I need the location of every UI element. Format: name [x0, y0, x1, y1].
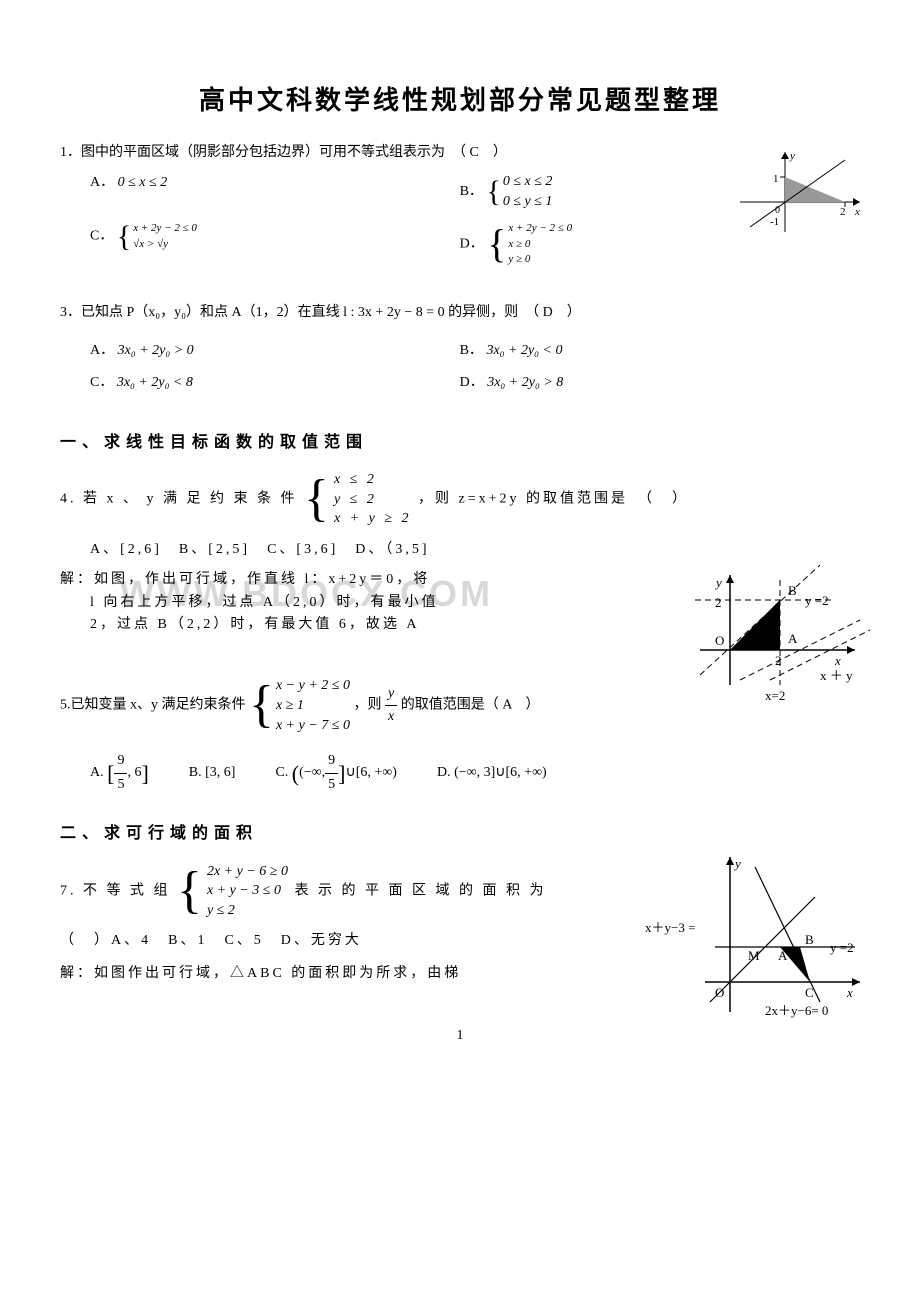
q1-optA-label: A．	[90, 175, 114, 190]
q5-optA-den: 5	[114, 774, 127, 796]
q5-optA-label: A.	[90, 765, 104, 780]
fig1-y: y	[789, 150, 795, 162]
q3-opt-b: B． 3x₀ + 2y₀ < 0	[460, 340, 830, 362]
fig1-tick1: 1	[773, 173, 779, 185]
section-2-header: 二、求可行域的面积	[60, 821, 860, 847]
q7-figure: y x O M A B C x＋y−3 = y =2 2x＋y−6= 0	[645, 852, 875, 1022]
q3-optC-math: 3x₀ + 2y₀ < 8	[117, 375, 193, 390]
fig1-tick2: 2	[840, 206, 846, 218]
q3-optB-math: 3x₀ + 2y₀ < 0	[486, 343, 562, 358]
fig1-tickneg1: -1	[770, 216, 779, 228]
q5-optC-rest: ∪[6, +∞)	[346, 762, 397, 784]
fig7-2xy6: 2x＋y−6= 0	[765, 1003, 828, 1018]
q5-frac-num: y	[385, 683, 397, 706]
q1-optB-math2: 0 ≤ y ≤ 1	[503, 192, 553, 212]
section-1-header: 一、求线性目标函数的取值范围	[60, 430, 860, 456]
q3-opt-a: A． 3x₀ + 2y₀ > 0	[90, 340, 460, 362]
q1-optB-label: B．	[460, 184, 483, 199]
fig7-O: O	[715, 985, 724, 1000]
q5-optC-pre: (−∞,	[299, 762, 325, 784]
q4-text-post: ，则 z=x+2y 的取值范围是 （ ）	[418, 492, 689, 507]
q1-optC-math1: x + 2y − 2 ≤ 0	[133, 221, 197, 236]
q4-cond2: y ≤ 2	[334, 490, 412, 510]
question-4: WWW.BDOCX.COM 4. 若 x 、 y 满 足 约 束 条 件 { x…	[60, 470, 860, 636]
q1-optD-math3: y ≥ 0	[508, 252, 572, 267]
q4-sol3: 2，过点 B（2,2）时，有最大值 6，故选 A	[90, 614, 860, 636]
q7-text-post: 表 示 的 平 面 区 域 的 面 积 为	[294, 883, 546, 898]
q3-optD-label: D．	[460, 375, 484, 390]
q5-frac-den: x	[385, 706, 397, 728]
q5-text-mid: ，则	[353, 698, 381, 713]
q3-optB-label: B．	[460, 343, 483, 358]
q1-opt-a: A． 0 ≤ x ≤ 2	[90, 172, 460, 211]
question-3: 3．已知点 P（x₀，y₀）和点 A（1，2）在直线 l : 3x + 2y −…	[60, 302, 860, 404]
q5-cond3: x + y − 7 ≤ 0	[276, 716, 350, 736]
q3-text: 3．已知点 P（x₀，y₀）和点 A（1，2）在直线 l : 3x + 2y −…	[60, 302, 860, 324]
q4-sol1: 解：如图，作出可行域，作直线 l：x+2y＝0，将	[60, 569, 860, 591]
fig7-xy3: x＋y−3 =	[645, 920, 695, 935]
q5-cond2: x ≥ 1	[276, 696, 350, 716]
q5-optA-num: 9	[114, 750, 127, 773]
fig7-x: x	[846, 985, 853, 1000]
q1-figure: y x 1 2 -1 0	[730, 147, 870, 242]
q5-optA-rest: , 6	[127, 762, 141, 784]
q5-text-post: 的取值范围是（ A ）	[401, 698, 540, 713]
q7-cond1: 2x + y − 6 ≥ 0	[207, 862, 288, 882]
fig1-origin: 0	[775, 205, 780, 216]
doc-title: 高中文科数学线性规划部分常见题型整理	[60, 80, 860, 122]
question-1: 1．图中的平面区域（阴影部分包括边界）可用不等式组表示为 （ C ） A． 0 …	[60, 142, 860, 278]
q3-opt-c: C． 3x₀ + 2y₀ < 8	[90, 372, 460, 394]
q3-optC-label: C．	[90, 375, 113, 390]
q4-text: 4. 若 x 、 y 满 足 约 束 条 件 { x ≤ 2 y ≤ 2 x +…	[60, 470, 860, 529]
q1-optD-math1: x + 2y − 2 ≤ 0	[508, 221, 572, 236]
fig7-y: y	[733, 856, 741, 871]
q5-optC-num: 9	[325, 750, 338, 773]
fig7-M: M	[748, 948, 760, 963]
q1-optD-math2: x ≥ 0	[508, 237, 572, 252]
q1-optA-math: 0 ≤ x ≤ 2	[118, 175, 168, 190]
fig7-A: A	[778, 948, 788, 963]
q7-cond3: y ≤ 2	[207, 901, 288, 921]
q5-text-pre: 5.已知变量 x、y 满足约束条件	[60, 698, 246, 713]
q5-optC-label: C.	[275, 765, 288, 780]
q5-opt-b: B. [3, 6]	[189, 762, 236, 784]
fig4-tick2b: 2	[775, 653, 782, 668]
q1-optC-math2: √x > √y	[133, 237, 197, 252]
question-5: 5.已知变量 x、y 满足约束条件 { x − y + 2 ≤ 0 x ≥ 1 …	[60, 676, 860, 796]
q3-optA-math: 3x₀ + 2y₀ > 0	[118, 343, 194, 358]
q4-cond3: x + y ≥ 2	[334, 509, 412, 529]
q5-opt-a: A. [ 9 5 , 6]	[90, 750, 149, 796]
q1-optB-math1: 0 ≤ x ≤ 2	[503, 172, 553, 192]
question-7: 7. 不 等 式 组 { 2x + y − 6 ≥ 0 x + y − 3 ≤ …	[60, 862, 860, 986]
q5-cond1: x − y + 2 ≤ 0	[276, 676, 350, 696]
q3-text-content: 3．已知点 P（x₀，y₀）和点 A（1，2）在直线 l : 3x + 2y −…	[60, 305, 581, 320]
q5-optC-den: 5	[325, 774, 338, 796]
q1-optC-label: C．	[90, 229, 113, 244]
page-number: 1	[60, 1025, 860, 1047]
fig7-C: C	[805, 985, 814, 1000]
q4-cond1: x ≤ 2	[334, 470, 412, 490]
fig7-B: B	[805, 932, 814, 947]
q3-opt-d: D． 3x₀ + 2y₀ > 8	[460, 372, 830, 394]
q7-text-pre: 7. 不 等 式 组	[60, 883, 171, 898]
q1-opt-c: C． { x + 2y − 2 ≤ 0 √x > √y	[90, 221, 460, 267]
q5-text: 5.已知变量 x、y 满足约束条件 { x − y + 2 ≤ 0 x ≥ 1 …	[60, 676, 860, 735]
q5-opt-c: C. ((−∞, 9 5 ]∪[6, +∞)	[275, 750, 397, 796]
q4-sol2: l 向右上方平移，过点 A（2,0）时，有最小值	[90, 592, 860, 614]
fig4-x: x	[834, 653, 841, 668]
q3-optA-label: A．	[90, 343, 114, 358]
q4-options: A、[2,6] B、[2,5] C、[3,6] D、（3,5]	[90, 539, 860, 561]
fig7-y2: y =2	[830, 940, 854, 955]
q5-opt-d: D. (−∞, 3]∪[6, +∞)	[437, 762, 547, 784]
q3-optD-math: 3x₀ + 2y₀ > 8	[487, 375, 563, 390]
q4-text-pre: 4. 若 x 、 y 满 足 约 束 条 件	[60, 492, 298, 507]
q7-cond2: x + y − 3 ≤ 0	[207, 881, 288, 901]
fig1-x: x	[854, 206, 860, 218]
q1-optD-label: D．	[460, 236, 484, 251]
